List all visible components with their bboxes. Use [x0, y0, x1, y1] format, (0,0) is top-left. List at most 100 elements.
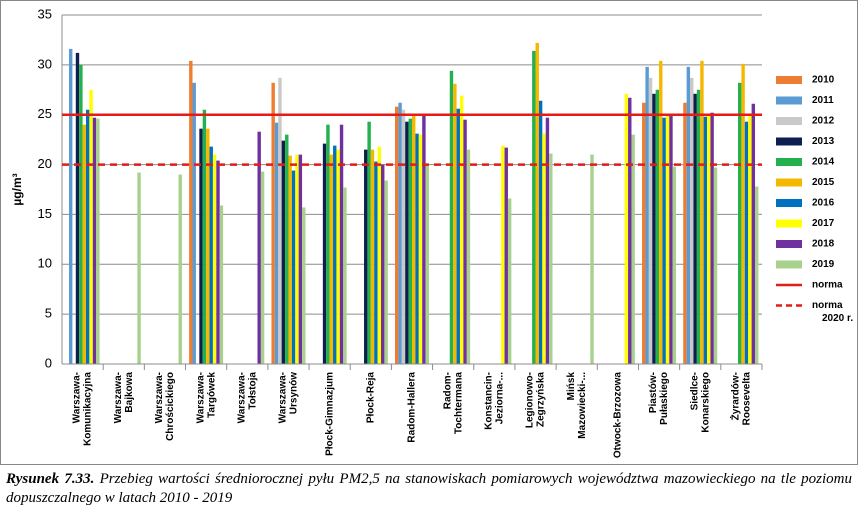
x-tick-label: Piastów- — [648, 372, 659, 413]
x-tick-label: Roosevelta — [742, 372, 753, 426]
bar — [298, 154, 303, 364]
legend-label: 2014 — [812, 157, 835, 168]
chart-border — [0, 0, 858, 465]
bar — [278, 77, 282, 364]
bar — [648, 77, 653, 364]
x-tick-label: Mińsk — [566, 372, 577, 401]
bar — [212, 154, 217, 364]
x-tick-label: Chrościckiego — [165, 372, 176, 441]
bar — [257, 131, 261, 364]
legend-label: 2017 — [812, 218, 835, 229]
bar — [545, 117, 550, 364]
bar — [696, 89, 701, 365]
bar — [662, 117, 666, 364]
bar — [336, 149, 340, 364]
legend-label: 2019 — [812, 259, 835, 270]
legend-label: 2013 — [812, 136, 835, 147]
legend-swatch — [776, 137, 802, 146]
x-tick-label: Radom- — [442, 372, 453, 409]
bar — [415, 133, 419, 364]
legend-swatch — [776, 96, 802, 105]
bar — [744, 121, 749, 365]
x-tick-label: Warszawa- — [195, 372, 206, 423]
legend-label: norma — [812, 300, 843, 311]
x-tick-label: Żyrardów- — [729, 372, 742, 420]
x-tick-label: Konarskiego — [700, 372, 711, 433]
bar — [418, 134, 423, 364]
caption-label: Rysunek 7.33. — [6, 471, 95, 487]
y-tick-label: 20 — [38, 156, 52, 171]
bar — [82, 124, 86, 364]
legend-label: 2012 — [812, 116, 835, 127]
bar — [628, 97, 632, 365]
bar — [75, 52, 80, 365]
bar — [96, 118, 100, 365]
bar — [137, 172, 141, 364]
legend-label: 2015 — [812, 177, 835, 188]
bar — [655, 89, 660, 365]
bar — [219, 205, 224, 364]
bar — [741, 63, 745, 365]
y-axis-label: µg/m³ — [10, 173, 24, 205]
bar — [683, 102, 687, 365]
x-tick-label: Jeziorna-... — [494, 372, 505, 424]
bar — [501, 145, 505, 364]
bar — [703, 116, 708, 364]
bar — [339, 124, 344, 364]
bar — [713, 167, 718, 364]
bar — [260, 171, 265, 364]
bar — [92, 117, 97, 364]
legend-label: 2016 — [812, 198, 835, 209]
x-tick-label: Tołstoja — [247, 372, 258, 410]
bar — [274, 122, 279, 364]
bar — [329, 154, 334, 364]
bar — [295, 154, 299, 364]
bar — [322, 143, 327, 364]
bar — [281, 140, 286, 364]
bar — [538, 100, 543, 365]
y-tick-label: 35 — [38, 6, 52, 21]
x-tick-label: Legionowo- — [525, 372, 536, 428]
bar — [209, 146, 213, 364]
bar — [645, 66, 649, 364]
x-tick-label: Warszawa- — [72, 372, 83, 423]
bar — [405, 121, 409, 365]
y-tick-label: 5 — [45, 306, 52, 321]
legend-label: norma — [812, 280, 843, 291]
x-tick-label: Zegrzyńska — [536, 372, 547, 427]
bar — [85, 109, 90, 364]
legend-label: 2011 — [812, 95, 834, 106]
y-tick-label: 25 — [38, 106, 52, 121]
bar — [216, 160, 220, 364]
bar — [542, 133, 546, 364]
bar — [271, 82, 275, 364]
x-tick-label: Płock-Reja — [365, 372, 376, 424]
bar — [504, 147, 508, 364]
bar — [535, 42, 539, 365]
bar — [412, 114, 416, 364]
bar — [748, 114, 752, 364]
bar — [755, 186, 759, 364]
bar — [377, 146, 382, 364]
bar — [370, 149, 375, 364]
x-tick-label: Tochtermana — [453, 372, 464, 434]
bar — [751, 103, 756, 364]
bar — [453, 83, 457, 364]
x-tick-label: Ursynów — [289, 372, 300, 414]
x-tick-label: Siedlce- — [689, 372, 700, 410]
bar — [398, 102, 402, 365]
bar — [466, 149, 471, 364]
x-tick-label: Targówek — [206, 372, 217, 418]
legend-swatch — [776, 76, 802, 84]
caption: Rysunek 7.33. Przebieg wartości średnior… — [6, 470, 852, 508]
bar — [178, 174, 182, 364]
bar — [463, 119, 467, 364]
bar — [395, 106, 399, 364]
x-tick-label: Bajkowa — [124, 372, 135, 413]
legend-swatch — [776, 178, 802, 187]
bar — [672, 166, 677, 364]
legend-swatch — [776, 199, 802, 207]
bar — [89, 89, 93, 365]
bar — [710, 112, 714, 364]
